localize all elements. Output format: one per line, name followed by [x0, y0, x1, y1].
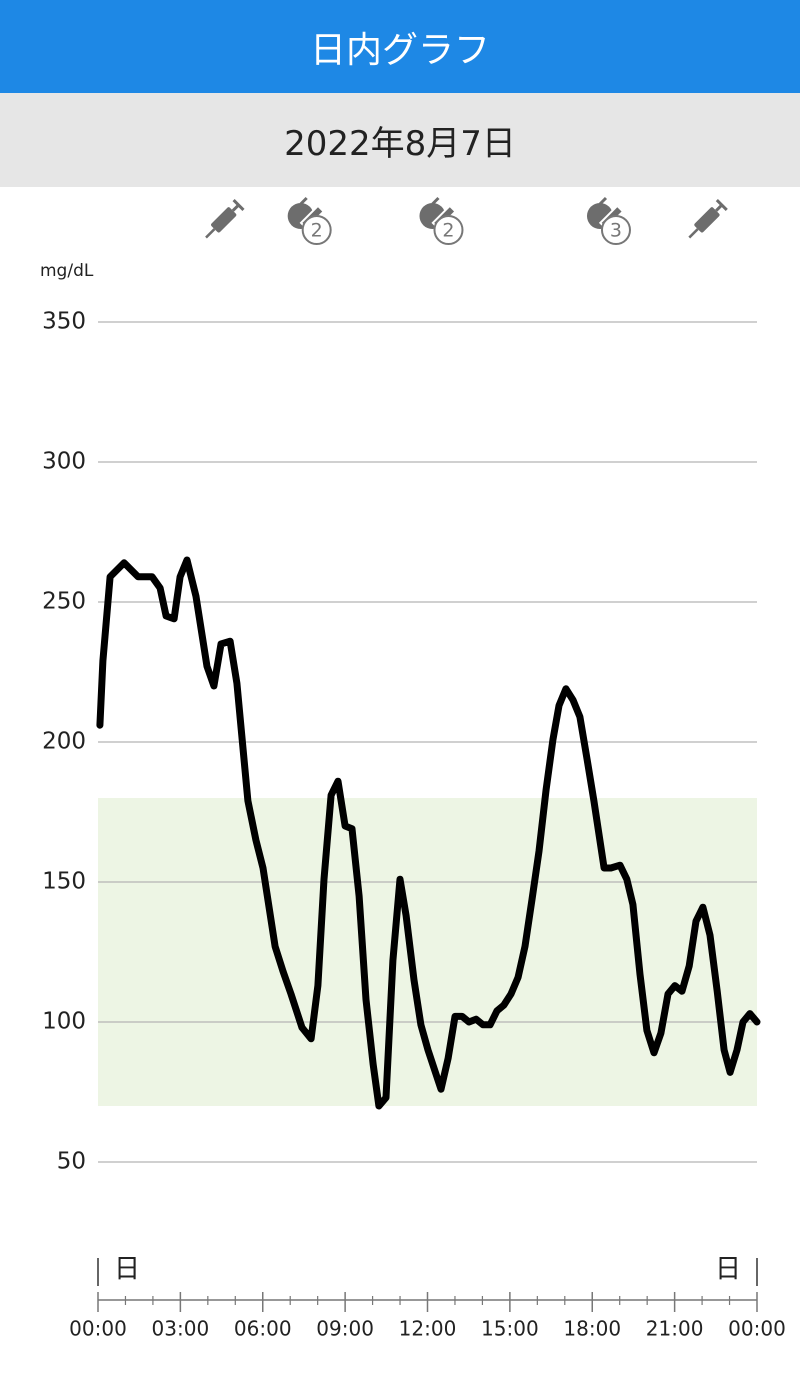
x-tick-label: 12:00 [399, 1317, 457, 1341]
x-tick-label: 21:00 [646, 1317, 704, 1341]
x-tick-label: 00:00 [728, 1317, 786, 1341]
glucose-line [96, 556, 761, 1110]
syringe-handle [715, 199, 728, 212]
y-tick-label: 300 [42, 449, 86, 475]
event-marker: 3 [586, 196, 631, 245]
syringe-body [211, 207, 237, 233]
event-count: 2 [311, 220, 323, 242]
syringe-icon [205, 199, 245, 239]
syringe-icon [688, 199, 728, 239]
header-title: 日内グラフ [0, 0, 800, 93]
event-count: 2 [442, 220, 454, 242]
date-label: 2022年8月7日 [0, 93, 800, 187]
meal-stem [598, 196, 608, 206]
event-marker [688, 199, 728, 239]
y-tick-label: 200 [42, 729, 86, 755]
x-tick-label: 03:00 [152, 1317, 210, 1341]
syringe-needle [205, 228, 216, 239]
y-tick-label: 350 [42, 309, 86, 335]
day-marker-label: 日 [114, 1255, 140, 1285]
syringe-handle [232, 199, 245, 212]
event-count: 3 [610, 220, 622, 242]
x-tick-label: 09:00 [316, 1317, 374, 1341]
x-tick-label: 00:00 [69, 1317, 127, 1341]
meal-stem [299, 196, 308, 206]
syringe-needle [688, 228, 699, 239]
y-tick-label: 150 [42, 869, 86, 895]
count-badge [433, 215, 464, 245]
y-tick-label: 50 [57, 1149, 86, 1175]
syringe-body [694, 207, 720, 233]
y-tick-label: 100 [42, 1009, 86, 1035]
meal-stem [431, 196, 440, 206]
y-tick-label: 250 [42, 589, 86, 615]
count-badge [600, 215, 631, 245]
count-badge [301, 215, 332, 245]
y-axis-unit: mg/dL [40, 261, 94, 281]
x-tick-label: 06:00 [234, 1317, 292, 1341]
target-range [98, 798, 757, 1106]
day-marker-label: 日 [715, 1255, 741, 1285]
x-tick-label: 18:00 [563, 1317, 621, 1341]
event-marker [205, 199, 245, 239]
x-tick-label: 15:00 [481, 1317, 539, 1341]
event-marker: 2 [419, 196, 464, 245]
event-marker: 2 [287, 196, 332, 245]
